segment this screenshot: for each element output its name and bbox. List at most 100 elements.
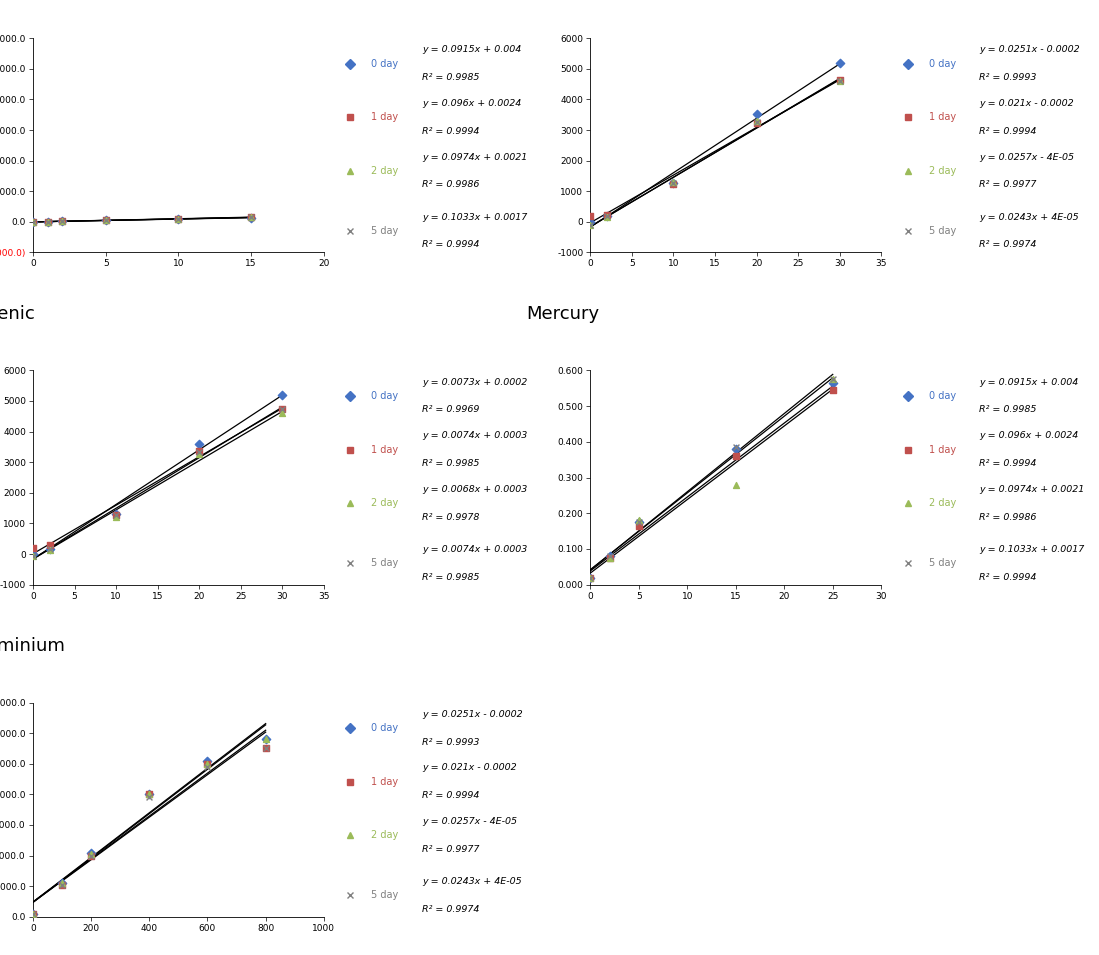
Text: R² = 0.9985: R² = 0.9985 <box>422 459 479 468</box>
Text: y = 0.0073x + 0.0002: y = 0.0073x + 0.0002 <box>422 377 528 387</box>
Text: R² = 0.9993: R² = 0.9993 <box>422 737 479 747</box>
Text: y = 0.0915x + 0.004: y = 0.0915x + 0.004 <box>979 377 1078 387</box>
Point <box>598 207 615 223</box>
Text: R² = 0.9985: R² = 0.9985 <box>422 74 479 82</box>
Point <box>53 214 70 229</box>
Point <box>53 214 70 229</box>
Point <box>82 848 100 863</box>
Text: Aluminium: Aluminium <box>0 637 66 655</box>
Text: y = 0.1033x + 0.0017: y = 0.1033x + 0.0017 <box>422 213 528 222</box>
Text: R² = 0.9986: R² = 0.9986 <box>422 180 479 189</box>
Text: R² = 0.9994: R² = 0.9994 <box>422 241 479 249</box>
Point <box>242 210 259 225</box>
Text: 1 day: 1 day <box>371 445 398 455</box>
Point <box>190 444 208 459</box>
Point <box>169 211 187 226</box>
Point <box>190 436 208 452</box>
Point <box>581 570 599 585</box>
Text: R² = 0.9977: R² = 0.9977 <box>422 845 479 854</box>
Point <box>24 906 42 922</box>
Text: R² = 0.9974: R² = 0.9974 <box>422 904 479 914</box>
Point <box>141 787 158 802</box>
Point <box>601 548 619 563</box>
Point <box>53 214 70 229</box>
Text: R² = 0.9994: R² = 0.9994 <box>422 127 479 136</box>
Point <box>242 210 259 225</box>
Text: R² = 0.9994: R² = 0.9994 <box>979 127 1036 136</box>
Point <box>24 906 42 922</box>
Point <box>581 570 599 585</box>
Point <box>108 507 125 522</box>
Point <box>53 878 70 893</box>
Text: y = 0.0974x + 0.0021: y = 0.0974x + 0.0021 <box>422 153 528 161</box>
Text: y = 0.1033x + 0.0017: y = 0.1033x + 0.0017 <box>979 544 1085 554</box>
Point <box>53 876 70 891</box>
Point <box>169 211 187 226</box>
Point <box>831 72 848 87</box>
Point <box>824 371 842 387</box>
Point <box>581 570 599 585</box>
Point <box>41 542 58 558</box>
Point <box>82 848 100 863</box>
Point <box>190 443 208 458</box>
Point <box>665 176 682 191</box>
Point <box>581 214 599 229</box>
Point <box>82 845 100 860</box>
Text: R² = 0.9994: R² = 0.9994 <box>979 459 1036 468</box>
Point <box>53 878 70 893</box>
Text: 1 day: 1 day <box>929 445 956 455</box>
Point <box>598 208 615 223</box>
Point <box>41 541 58 557</box>
Text: 1 day: 1 day <box>929 113 956 122</box>
Point <box>108 510 125 525</box>
Point <box>141 787 158 802</box>
Point <box>601 550 619 565</box>
Point <box>24 906 42 922</box>
Point <box>831 74 848 89</box>
Point <box>601 548 619 563</box>
Text: 2 day: 2 day <box>929 499 956 508</box>
Point <box>24 548 42 563</box>
Point <box>82 847 100 862</box>
Point <box>598 209 615 224</box>
Point <box>199 759 217 775</box>
Text: y = 0.0243x + 4E-05: y = 0.0243x + 4E-05 <box>422 877 521 886</box>
Point <box>199 756 217 772</box>
Point <box>242 209 259 224</box>
Point <box>747 116 765 131</box>
Point <box>824 375 842 391</box>
Text: 0 day: 0 day <box>929 59 956 69</box>
Point <box>97 213 114 228</box>
Point <box>665 175 682 190</box>
Text: 0 day: 0 day <box>929 391 956 401</box>
Text: R² = 0.9978: R² = 0.9978 <box>422 513 479 521</box>
Text: R² = 0.9985: R² = 0.9985 <box>422 573 479 582</box>
Text: 5 day: 5 day <box>371 559 398 568</box>
Point <box>728 439 745 455</box>
Text: 1 day: 1 day <box>371 113 398 122</box>
Text: 1 day: 1 day <box>371 776 398 787</box>
Point <box>581 209 599 224</box>
Point <box>274 388 291 403</box>
Text: y = 0.0915x + 0.004: y = 0.0915x + 0.004 <box>422 46 521 54</box>
Point <box>38 214 56 229</box>
Text: R² = 0.9977: R² = 0.9977 <box>979 180 1036 189</box>
Point <box>24 214 42 229</box>
Text: y = 0.0974x + 0.0021: y = 0.0974x + 0.0021 <box>979 485 1085 494</box>
Text: 5 day: 5 day <box>929 226 956 236</box>
Point <box>97 213 114 228</box>
Point <box>24 541 42 556</box>
Point <box>190 447 208 462</box>
Point <box>24 214 42 229</box>
Point <box>257 741 275 756</box>
Text: y = 0.0251x - 0.0002: y = 0.0251x - 0.0002 <box>422 710 522 719</box>
Point <box>41 541 58 556</box>
Point <box>747 115 765 130</box>
Point <box>97 213 114 228</box>
Point <box>38 214 56 229</box>
Text: y = 0.0257x - 4E-05: y = 0.0257x - 4E-05 <box>422 817 517 826</box>
Text: 5 day: 5 day <box>929 559 956 568</box>
Point <box>257 732 275 747</box>
Text: Mercury: Mercury <box>526 306 599 323</box>
Text: R² = 0.9986: R² = 0.9986 <box>979 513 1036 521</box>
